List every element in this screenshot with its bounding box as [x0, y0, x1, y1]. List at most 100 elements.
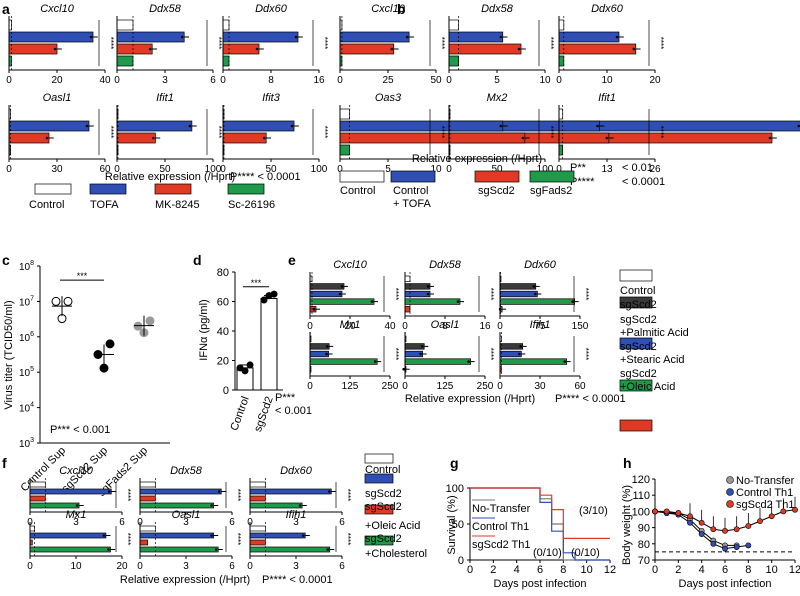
bar	[116, 132, 156, 144]
data-point	[518, 352, 521, 356]
y-tick-exponent: 6	[30, 331, 34, 338]
bar	[139, 488, 222, 495]
x-tick-label: 0	[556, 164, 562, 175]
x-tick-label: 125	[342, 381, 359, 392]
data-point	[53, 47, 57, 51]
f-xlabel: Relative expression (/Hprt)	[120, 574, 250, 586]
x-tick-label: 5	[494, 75, 500, 86]
bar	[139, 481, 156, 488]
bar	[309, 290, 343, 298]
y-tick-exponent: 4	[30, 402, 34, 409]
x-tick-label: 50	[430, 75, 442, 86]
panel-label-d: d	[193, 252, 202, 268]
data-point	[145, 316, 155, 326]
sig-label: ****	[320, 126, 329, 138]
x-tick-label: 50	[491, 164, 503, 175]
gene-title: Ddx58	[429, 259, 462, 271]
x-tick-label: 30	[51, 164, 63, 175]
legend-label: sgScd2	[365, 533, 402, 545]
legend-swatch	[619, 337, 653, 350]
legend-label: +Palmitic Acid	[620, 327, 689, 339]
data-point	[340, 285, 344, 288]
legend-swatch	[154, 183, 192, 195]
data-point	[405, 35, 409, 39]
gene-title: Cxcl10	[371, 3, 406, 15]
data-point	[270, 290, 278, 298]
y-tick-label: 100	[446, 483, 464, 495]
x-tick-label: 100	[205, 164, 222, 175]
bar	[448, 31, 504, 43]
b-p2: P****	[570, 176, 595, 188]
legend-label: sgScd2 Th1	[736, 499, 795, 511]
data-point	[675, 510, 682, 516]
x-tick-label: 13	[601, 164, 613, 175]
gene-title: Ifit3	[262, 92, 281, 104]
sig-label: ****	[391, 288, 400, 300]
x-tick-label: 10	[766, 564, 778, 576]
data-point	[722, 527, 728, 534]
data-point	[757, 518, 763, 525]
legend-label: MK-8245	[155, 199, 200, 211]
panel-label-h: h	[623, 455, 632, 471]
data-point	[710, 526, 717, 533]
data-point	[326, 548, 330, 551]
x-tick-label: 3	[293, 561, 299, 572]
bar	[558, 19, 565, 31]
bar	[499, 283, 537, 290]
legend-label: sgFads2	[530, 185, 572, 197]
data-point	[517, 47, 521, 51]
x-tick-label: 3	[183, 561, 189, 572]
sig-label: ****	[343, 489, 352, 501]
data-point	[290, 124, 294, 128]
y-tick-label: 50	[452, 519, 464, 531]
x-tick-label: 0	[114, 164, 120, 175]
sig-label: ****	[486, 288, 495, 300]
bar	[222, 132, 267, 144]
x-tick-label: 10	[581, 564, 593, 576]
legend-swatch	[619, 379, 653, 392]
legend-label: Control	[29, 199, 64, 211]
sig-label: ****	[486, 348, 495, 360]
x-tick-label: 4	[699, 564, 705, 576]
gene-title: Ddx60	[255, 3, 288, 15]
gene-title: Mx2	[487, 92, 508, 104]
bar	[29, 525, 35, 532]
panel-label-b: b	[397, 1, 406, 17]
data-point	[105, 339, 115, 349]
gene-title: Ddx60	[591, 3, 624, 15]
bar	[249, 502, 303, 509]
x-tick-label: 8	[442, 321, 448, 332]
gene-title: Mx1	[340, 319, 361, 331]
legend-label: Sc-26196	[228, 199, 275, 211]
x-tick-label: 26	[649, 164, 661, 175]
gene-title: Ddx58	[149, 3, 182, 15]
panel-label-a: a	[2, 1, 10, 17]
data-point	[519, 345, 522, 348]
h-xlabel: Days post infection	[679, 578, 772, 590]
x-tick-label: 6	[722, 564, 728, 576]
legend-label: Control	[340, 185, 375, 197]
sig-label: ****	[391, 348, 400, 360]
legend-label: Control Th1	[472, 521, 529, 533]
gene-title: Cxcl10	[333, 259, 368, 271]
bar	[29, 495, 46, 502]
x-tick-label: 0	[114, 75, 120, 86]
c-pvalue: P*** < 0.001	[50, 424, 110, 436]
sig-label: ****	[214, 37, 223, 49]
data-point	[615, 35, 619, 39]
bar	[448, 55, 459, 67]
x-tick-label: 16	[313, 75, 325, 86]
data-point	[687, 513, 693, 520]
data-point	[338, 292, 342, 296]
bar	[249, 539, 266, 546]
bar	[249, 525, 266, 532]
sig-label: ****	[123, 533, 132, 545]
bar	[249, 532, 306, 539]
sig-label: ****	[233, 533, 242, 545]
panel-label-c: c	[2, 252, 10, 268]
gene-title: Ifih1	[286, 509, 307, 521]
sig-label: ***	[77, 271, 88, 281]
y-tick-exponent: 3	[30, 437, 34, 444]
bar	[8, 43, 58, 55]
bar	[499, 358, 568, 365]
